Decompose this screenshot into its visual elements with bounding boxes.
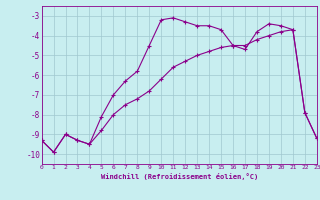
X-axis label: Windchill (Refroidissement éolien,°C): Windchill (Refroidissement éolien,°C) (100, 173, 258, 180)
